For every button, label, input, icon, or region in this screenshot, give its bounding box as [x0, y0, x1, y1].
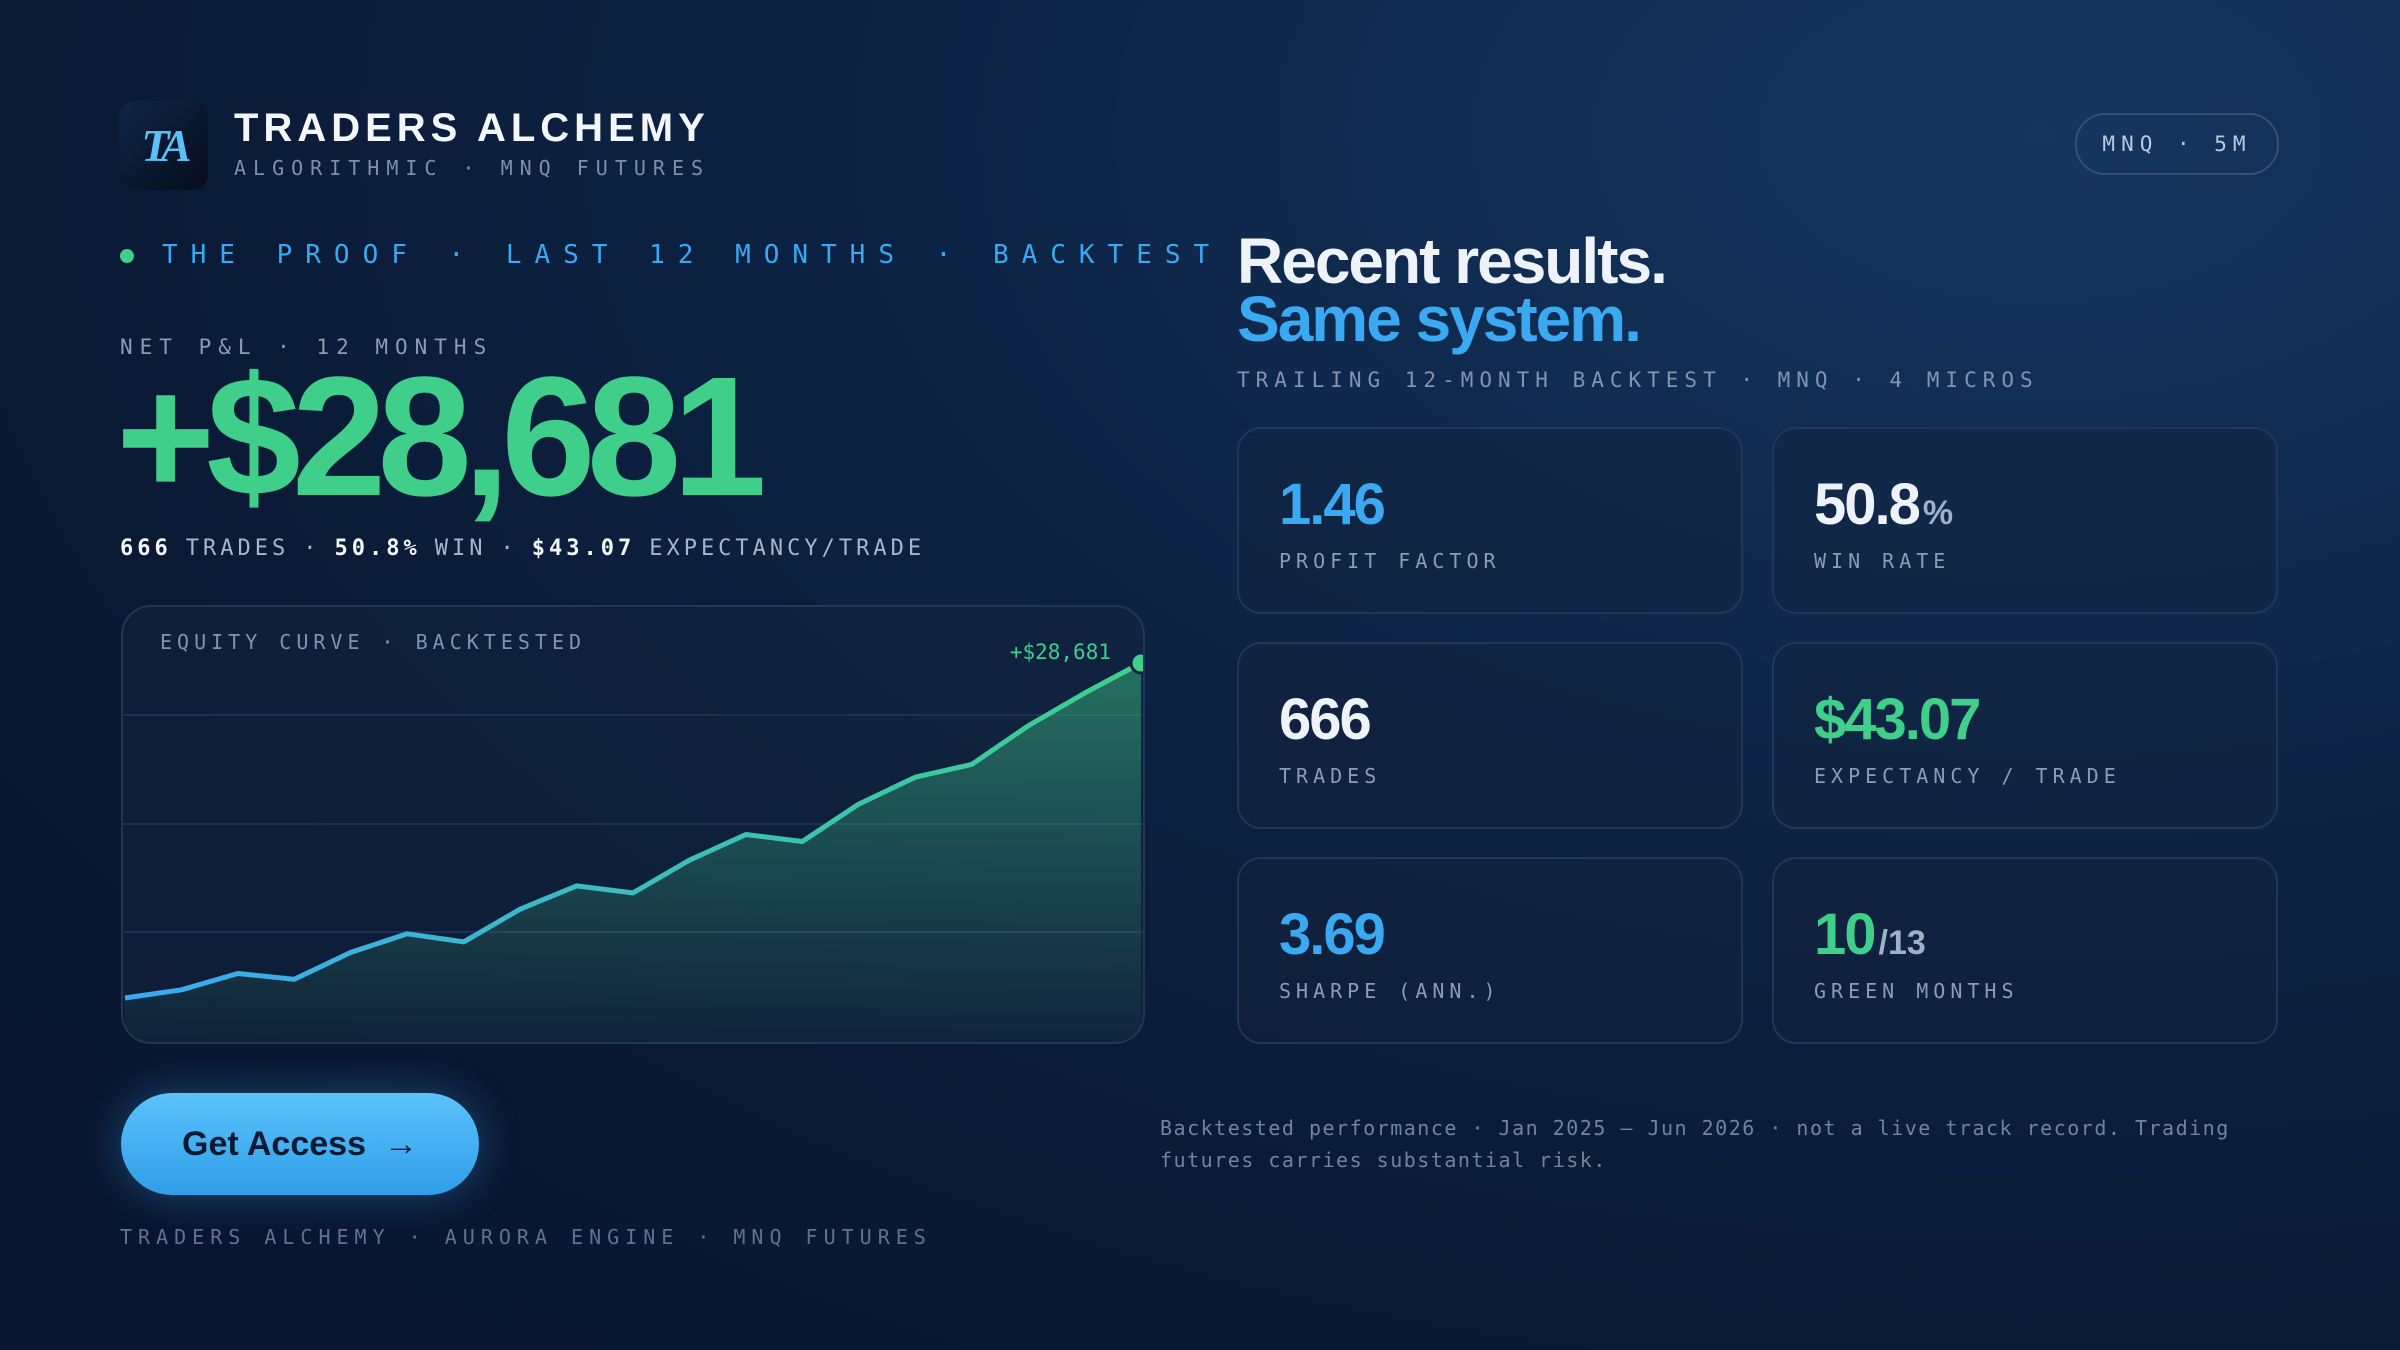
stat-card: 3.69 SHARPE (ANN.) — [1237, 857, 1743, 1044]
logo: TA — [119, 101, 208, 190]
stat-number: 666 — [1279, 687, 1372, 752]
tagline: ALGORITHMIC · MNQ FUTURES — [234, 156, 711, 180]
stat-number: $43.07 — [1814, 687, 1981, 752]
footer: TRADERS ALCHEMY · AURORA ENGINE · MNQ FU… — [120, 1225, 932, 1249]
stat-number: 50.8 — [1814, 472, 1921, 537]
equity-line — [124, 660, 1143, 1001]
summary: 666 TRADES · 50.8% WIN · $43.07 EXPECTANCY/TRAD… — [120, 536, 925, 561]
results-title: Recent results. Same system. — [1237, 225, 1668, 355]
arrow[interactable]: → — [383, 1124, 418, 1163]
equity-area — [125, 663, 1141, 1042]
status-dot — [120, 249, 134, 263]
chart-title: EQUITY CURVE · BACKTESTED — [160, 630, 586, 654]
stat-number: 1.46 — [1279, 472, 1386, 537]
stat-label: TRADES — [1279, 764, 1382, 788]
equity-svg: EQUITY CURVE · BACKTESTED +$28,681 — [123, 630, 1143, 1042]
cta-label[interactable]: Get Access — [182, 1124, 366, 1163]
stat-card: 1.46 PROFIT FACTOR — [1237, 427, 1743, 614]
stat-unit: /13 — [1878, 924, 1926, 962]
stat-label: EXPECTANCY / TRADE — [1814, 764, 2121, 788]
stat-unit: % — [1922, 494, 1954, 532]
end-point — [1129, 651, 1143, 675]
summary-label: EXPECTANCY/TRADE — [649, 536, 926, 561]
net-value: +$28,681 — [116, 342, 767, 532]
stat-value: 1.46 — [1279, 471, 1386, 538]
summary-value: 666 — [120, 536, 172, 561]
title-line: Recent results. — [1237, 225, 1668, 297]
title-line: Same system. — [1237, 283, 1642, 355]
stat-label: GREEN MONTHS — [1814, 979, 2019, 1003]
summary-label: TRADES — [185, 536, 290, 561]
equity-chart: EQUITY CURVE · BACKTESTED +$28,681 — [121, 605, 1145, 1044]
stat-label: SHARPE (ANN.) — [1279, 979, 1501, 1003]
brand: TRADERS ALCHEMY — [234, 106, 710, 150]
stat-card: 10/13 GREEN MONTHS — [1772, 857, 2278, 1044]
separator: · — [303, 536, 321, 561]
stat-number: 3.69 — [1279, 902, 1386, 967]
cta-button[interactable]: Get Access → — [121, 1093, 479, 1195]
stat-value: 50.8% — [1814, 471, 1953, 538]
disclaimer: Backtested performance · Jan 2025 – Jun … — [1160, 1116, 2230, 1172]
results-subtitle: TRAILING 12-MONTH BACKTEST · MNQ · 4 MIC… — [1237, 368, 2039, 392]
summary-value: $43.07 — [531, 536, 636, 561]
stat-card: $43.07 EXPECTANCY / TRADE — [1772, 642, 2278, 829]
badge: MNQ · 5M — [2075, 113, 2279, 175]
eyebrow: THE PROOF · LAST 12 MONTHS · BACKTEST — [162, 240, 1223, 270]
end-label: +$28,681 — [1010, 640, 1111, 664]
stat-value: 10/13 — [1814, 901, 1926, 968]
summary-label: WIN — [434, 536, 487, 561]
stat-card: 666 TRADES — [1237, 642, 1743, 829]
separator: · — [500, 536, 518, 561]
stat-number: 10 — [1814, 902, 1876, 967]
stat-label: PROFIT FACTOR — [1279, 549, 1501, 573]
net-label: NET P&L · 12 MONTHS — [120, 335, 494, 359]
stat-value: $43.07 — [1814, 686, 1981, 753]
stat-card: 50.8% WIN RATE — [1772, 427, 2278, 614]
stat-value: 666 — [1279, 686, 1372, 753]
stat-value: 3.69 — [1279, 901, 1386, 968]
stat-label: WIN RATE — [1814, 549, 1951, 573]
summary-value: 50.8% — [334, 536, 421, 561]
